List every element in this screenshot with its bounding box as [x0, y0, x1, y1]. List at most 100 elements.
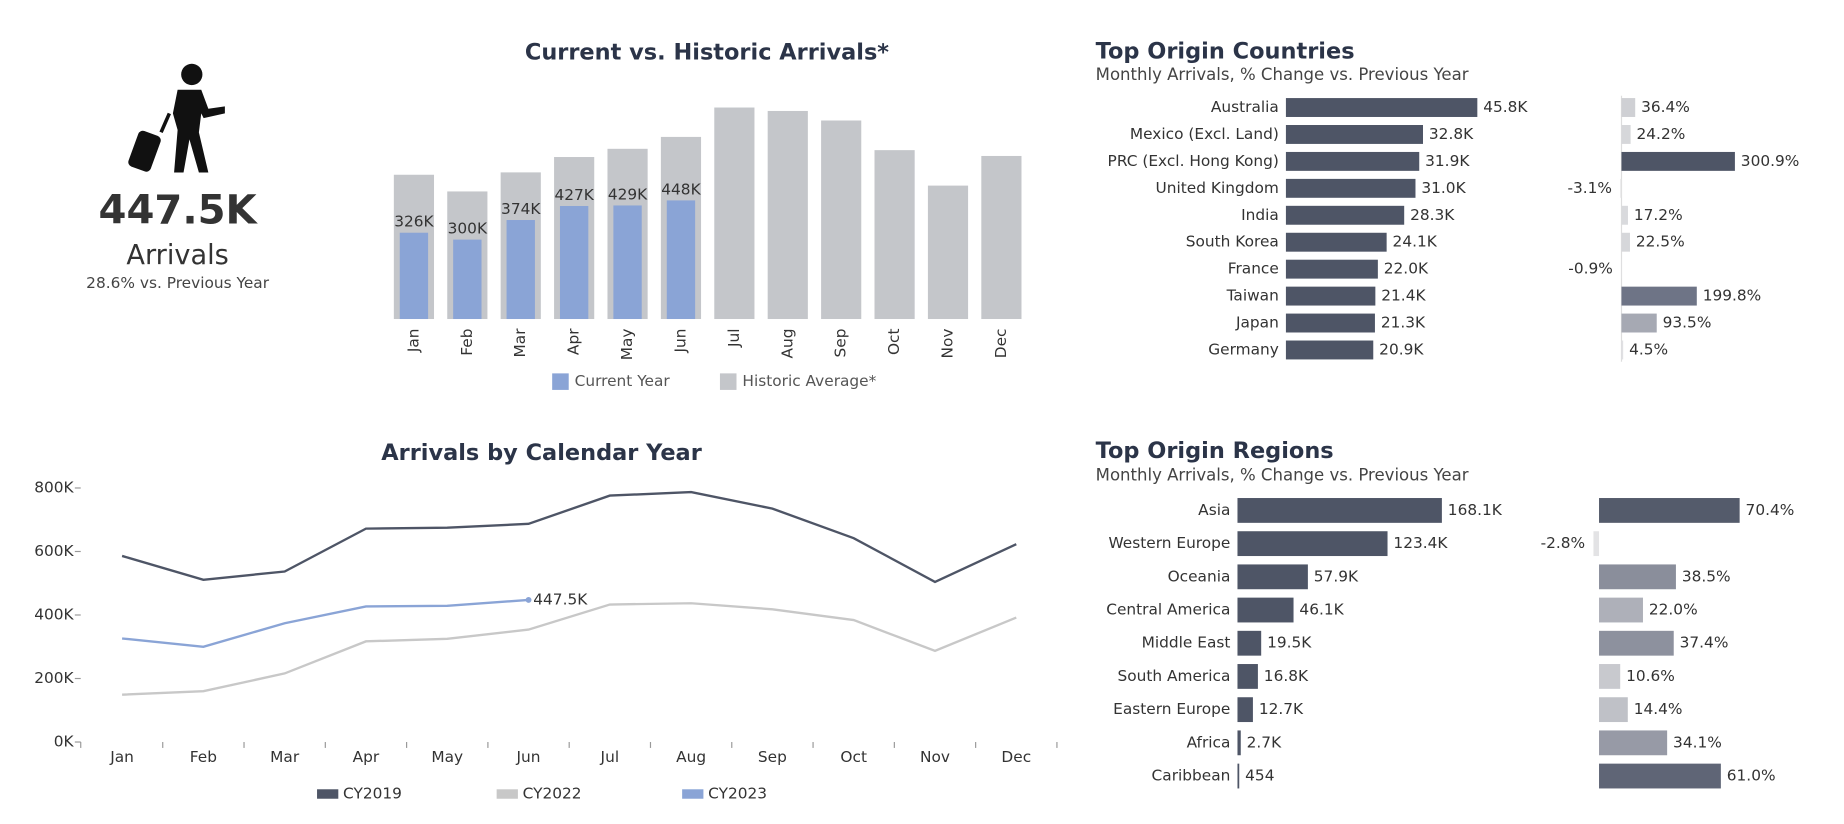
pct-bar — [1599, 631, 1674, 656]
data-label: 16.8K — [1264, 667, 1309, 685]
pct-label: 61.0% — [1727, 767, 1776, 785]
pct-bar — [1599, 564, 1676, 589]
pct-bar — [1620, 179, 1621, 198]
pct-bar — [1621, 233, 1629, 252]
traveler-icon — [127, 64, 225, 173]
pct-bar — [1621, 341, 1623, 360]
x-tick-label: Mar — [270, 748, 300, 766]
data-label: 2.7K — [1247, 733, 1282, 751]
x-tick-label: Dec — [992, 328, 1010, 358]
data-label: 123.4K — [1393, 534, 1448, 552]
bar — [560, 206, 588, 319]
data-label: 300K — [448, 219, 488, 237]
pct-bar — [1621, 206, 1627, 225]
bar — [1286, 98, 1477, 117]
pct-bar — [1593, 531, 1599, 556]
pct-label: 22.0% — [1649, 601, 1698, 619]
bar — [1286, 233, 1387, 252]
bar — [768, 111, 808, 319]
row-label: Central America — [1106, 601, 1230, 619]
x-tick-label: Feb — [190, 748, 217, 766]
bar — [928, 186, 968, 319]
legend-label: Current Year — [575, 372, 671, 390]
data-label: 447.5K — [533, 590, 588, 608]
y-tick-label: 400K — [34, 605, 74, 623]
row-label: Taiwan — [1226, 287, 1279, 305]
pct-label: 300.9% — [1741, 152, 1800, 170]
pct-label: 93.5% — [1663, 314, 1712, 332]
legend-swatch — [317, 789, 338, 798]
line — [122, 603, 1016, 694]
row-label: India — [1241, 206, 1279, 224]
bar — [1286, 287, 1375, 306]
chart-subtitle: Monthly Arrivals, % Change vs. Previous … — [1096, 65, 1469, 84]
x-tick-label: Oct — [840, 748, 867, 766]
bar — [667, 200, 695, 319]
x-tick-label: Sep — [832, 328, 850, 357]
y-tick-label: 800K — [34, 478, 74, 496]
legend-label: CY2019 — [343, 785, 402, 803]
data-label: 31.0K — [1421, 179, 1466, 197]
pct-label: 38.5% — [1682, 567, 1731, 585]
pct-label: 24.2% — [1637, 125, 1686, 143]
bar — [714, 108, 754, 319]
bar — [1286, 125, 1423, 144]
bar — [1237, 730, 1240, 755]
row-label: Australia — [1211, 98, 1279, 116]
row-label: Middle East — [1142, 634, 1231, 652]
x-tick-label: Nov — [920, 748, 950, 766]
row-label: Germany — [1208, 340, 1279, 358]
data-label: 28.3K — [1410, 206, 1455, 224]
pct-label: 36.4% — [1641, 98, 1690, 116]
bar — [981, 156, 1021, 319]
legend-label: CY2022 — [523, 785, 582, 803]
data-label: 374K — [501, 200, 541, 218]
x-tick-label: Jul — [600, 748, 620, 766]
bar — [1286, 260, 1378, 279]
x-tick-label: Oct — [885, 328, 903, 355]
point — [526, 597, 532, 603]
data-label: 46.1K — [1299, 601, 1344, 619]
row-label: Eastern Europe — [1113, 700, 1230, 718]
legend-swatch — [497, 789, 518, 798]
row-label: Oceania — [1168, 567, 1231, 585]
pct-bar — [1599, 730, 1667, 755]
pct-bar — [1599, 664, 1620, 689]
bar — [1286, 152, 1419, 171]
x-tick-label: Mar — [511, 328, 529, 358]
bar — [1237, 697, 1252, 722]
x-tick-label: Apr — [565, 328, 583, 355]
bar — [1237, 564, 1307, 589]
pct-label: 10.6% — [1626, 667, 1675, 685]
data-label: 20.9K — [1379, 340, 1424, 358]
line — [122, 492, 1016, 582]
x-tick-label: May — [431, 748, 463, 766]
data-label: 31.9K — [1425, 152, 1470, 170]
data-label: 22.0K — [1384, 260, 1429, 278]
data-label: 19.5K — [1267, 634, 1312, 652]
kpi-value: 447.5K — [99, 188, 259, 234]
bar — [613, 205, 641, 319]
bar — [875, 150, 915, 319]
data-label: 12.7K — [1259, 700, 1304, 718]
bar — [1286, 341, 1373, 360]
x-tick-label: Jul — [725, 328, 743, 348]
bar — [1237, 631, 1261, 656]
pct-bar — [1621, 98, 1635, 117]
row-label: Asia — [1198, 501, 1230, 519]
data-label: 326K — [394, 213, 434, 231]
bar — [1286, 314, 1375, 333]
pct-label: -2.8% — [1541, 534, 1586, 552]
bar — [1237, 764, 1239, 789]
bar — [1286, 206, 1404, 225]
pct-bar — [1599, 598, 1643, 623]
row-label: Africa — [1187, 733, 1231, 751]
legend-swatch — [682, 789, 703, 798]
y-tick-label: 200K — [34, 669, 74, 687]
legend-swatch — [552, 373, 569, 390]
pct-label: 199.8% — [1703, 287, 1762, 305]
legend-label: CY2023 — [708, 785, 767, 803]
pct-bar — [1621, 152, 1734, 171]
chart-title: Top Origin Regions — [1096, 438, 1334, 464]
